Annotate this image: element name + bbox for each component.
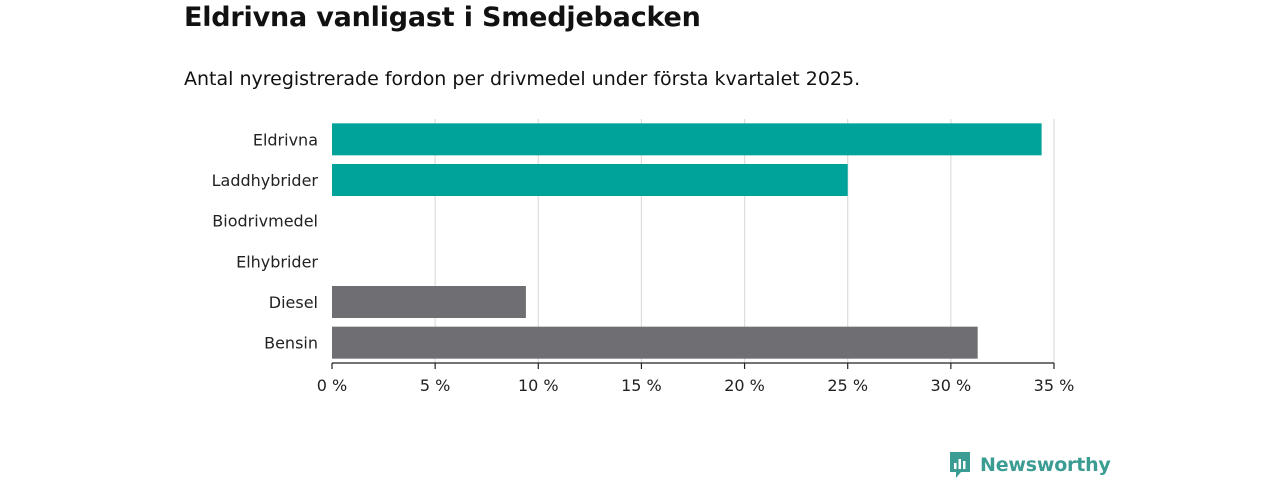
x-tick-label: 0 % [317, 376, 347, 395]
x-tick-label: 5 % [420, 376, 450, 395]
brand-name: Newsworthy [980, 454, 1111, 476]
category-label: Elhybrider [236, 252, 318, 271]
x-tick-label: 35 % [1034, 376, 1075, 395]
bar-laddhybrider [332, 164, 848, 196]
category-label: Bensin [264, 334, 318, 353]
newsworthy-logo-icon [950, 452, 970, 478]
chart-subtitle: Antal nyregistrerade fordon per drivmede… [184, 68, 861, 90]
x-tick-label: 15 % [621, 376, 662, 395]
bars [332, 123, 1042, 359]
x-tick-label: 25 % [827, 376, 868, 395]
category-label: Diesel [269, 293, 318, 312]
category-label: Eldrivna [253, 130, 318, 149]
x-tick-label: 10 % [518, 376, 559, 395]
category-labels: Eldrivna Laddhybrider Biodrivmedel Elhybrid… [212, 130, 319, 352]
category-label: Biodrivmedel [212, 212, 318, 231]
x-axis: 0 % 5 % 10 % 15 % 20 % 25 % 30 % 35 % [317, 362, 1075, 395]
bar-bensin [332, 326, 978, 359]
x-tick-label: 20 % [724, 376, 765, 395]
x-tick-label: 30 % [931, 376, 972, 395]
bar-diesel [332, 286, 526, 318]
category-label: Laddhybrider [212, 171, 319, 190]
bar-chart: Eldrivna Laddhybrider Biodrivmedel Elhybrid… [212, 119, 1075, 395]
brand-logo: Newsworthy [948, 450, 1111, 480]
chart-title: Eldrivna vanligast i Smedjebacken [184, 2, 701, 33]
grid-lines [434, 119, 1055, 363]
bar-eldrivna [332, 123, 1042, 156]
